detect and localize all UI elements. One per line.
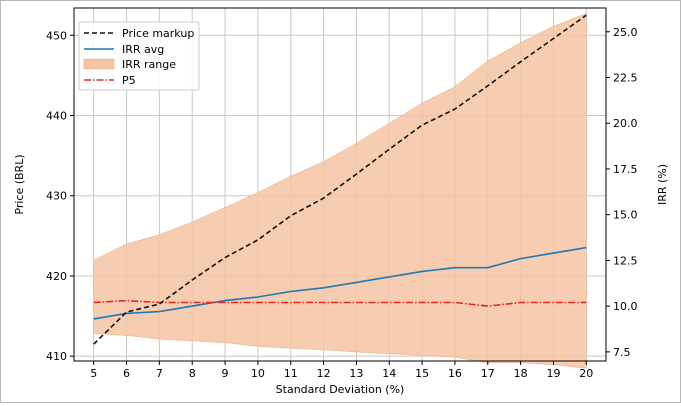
series-line-irr-avg xyxy=(93,246,587,320)
legend-label-irr-avg: IRR avg xyxy=(122,43,164,56)
legend-label-p5: P5 xyxy=(122,74,136,87)
plot-area-border xyxy=(73,7,607,362)
x-axis-label: Standard Deviation (%) xyxy=(276,383,405,396)
series-lines xyxy=(93,14,587,345)
legend-label-irr-range: IRR range xyxy=(122,58,176,71)
right-y-tick-label: 17.5 xyxy=(613,163,638,176)
right-y-tick-label: 22.5 xyxy=(613,72,638,85)
x-tick-label: 17 xyxy=(481,367,495,380)
irr-range-area xyxy=(93,13,587,369)
right-y-tick-label: 15.0 xyxy=(613,209,638,222)
left-y-axis-label: Price (BRL) xyxy=(13,154,26,214)
x-tick-label: 13 xyxy=(349,367,363,380)
x-tick-label: 5 xyxy=(90,367,97,380)
series-line-price-markup xyxy=(93,14,587,345)
x-tick-label: 12 xyxy=(317,367,331,380)
right-y-tick-label: 7.5 xyxy=(613,346,631,359)
left-y-tick-label: 430 xyxy=(46,190,67,203)
legend-box xyxy=(78,21,200,91)
right-y-axis-ticks: 7.5 10.0 12.5 15.0 17.5 20.0 22.5 25.0 xyxy=(606,26,638,359)
irr-range-band xyxy=(93,13,587,369)
left-y-tick-label: 420 xyxy=(46,270,67,283)
x-axis-ticks: 5 6 7 8 9 10 11 12 13 14 15 16 17 18 19 20 xyxy=(90,361,593,380)
x-tick-label: 11 xyxy=(284,367,298,380)
legend: Price markup IRR avg IRR range P5 xyxy=(78,21,200,91)
left-y-axis-ticks: 410 420 430 440 450 xyxy=(46,29,74,363)
x-tick-label: 7 xyxy=(156,367,163,380)
legend-swatch-irr-range xyxy=(83,58,115,70)
left-y-tick-label: 410 xyxy=(46,350,67,363)
right-y-tick-label: 20.0 xyxy=(613,117,638,130)
x-tick-label: 18 xyxy=(514,367,528,380)
legend-label-price-markup: Price markup xyxy=(122,27,194,40)
x-tick-label: 6 xyxy=(123,367,130,380)
x-tick-label: 14 xyxy=(382,367,396,380)
left-y-tick-label: 450 xyxy=(46,29,67,42)
x-tick-label: 16 xyxy=(448,367,462,380)
x-tick-label: 9 xyxy=(222,367,229,380)
left-y-tick-label: 440 xyxy=(46,110,67,123)
right-y-axis-label: IRR (%) xyxy=(656,164,669,205)
right-y-tick-label: 25.0 xyxy=(613,26,638,39)
right-y-tick-label: 10.0 xyxy=(613,300,638,313)
x-tick-label: 10 xyxy=(251,367,265,380)
right-y-tick-label: 12.5 xyxy=(613,254,638,267)
x-tick-label: 20 xyxy=(579,367,593,380)
x-tick-label: 8 xyxy=(189,367,196,380)
x-tick-label: 15 xyxy=(415,367,429,380)
x-tick-label: 19 xyxy=(546,367,560,380)
